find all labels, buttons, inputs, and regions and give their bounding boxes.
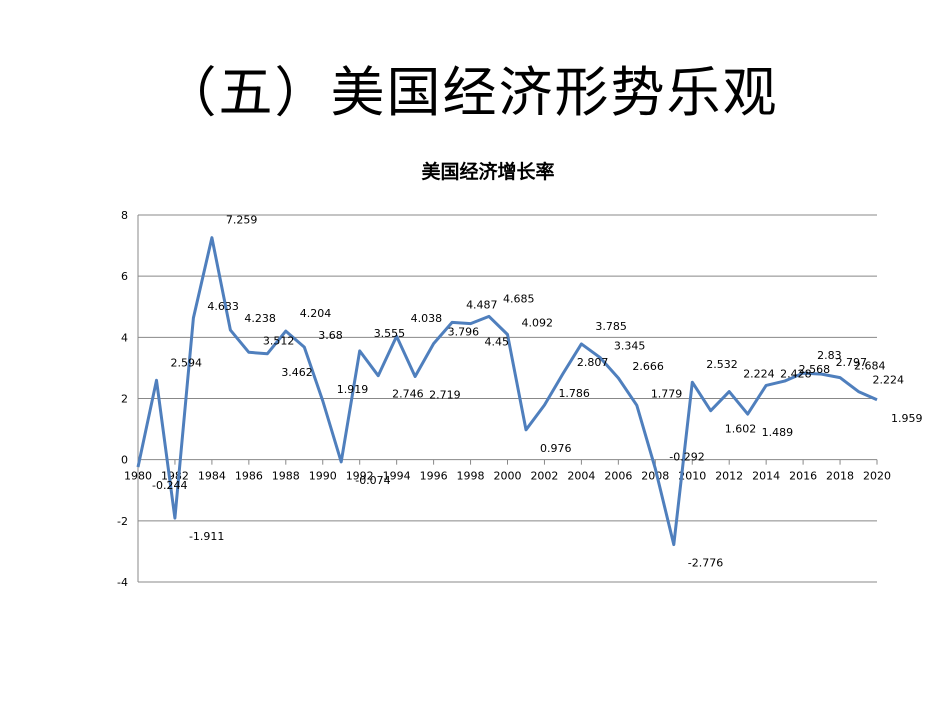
data-label: 1.959 xyxy=(891,412,923,425)
data-label: 4.204 xyxy=(300,307,332,320)
gridlines xyxy=(138,214,877,583)
data-label: 4.038 xyxy=(411,312,443,325)
x-tick-label: 2014 xyxy=(752,470,780,483)
x-tick-label: 1986 xyxy=(235,470,263,483)
data-label: 1.602 xyxy=(725,423,757,436)
data-label: 2.746 xyxy=(392,388,424,401)
data-label: 4.238 xyxy=(244,312,276,325)
slide-title: （五）美国经济形势乐观 xyxy=(162,61,779,124)
data-label: 3.555 xyxy=(374,327,406,340)
data-label: 7.259 xyxy=(226,214,258,227)
y-tick-label: -4 xyxy=(117,576,128,589)
data-label: -0.292 xyxy=(669,451,704,464)
data-label: 2.807 xyxy=(577,356,609,369)
data-label: 4.685 xyxy=(503,292,535,305)
x-tick-label: 2020 xyxy=(863,470,891,483)
data-label: 1.779 xyxy=(651,387,683,400)
y-tick-label: -2 xyxy=(117,515,128,528)
data-label: -2.776 xyxy=(688,557,723,570)
data-label: 2.224 xyxy=(743,368,775,381)
data-label: 2.224 xyxy=(873,374,905,387)
x-tick-label: 2016 xyxy=(789,470,817,483)
data-label: 3.796 xyxy=(448,326,480,339)
data-label: 1.919 xyxy=(337,383,369,396)
data-label: 3.785 xyxy=(595,320,627,333)
data-label: 2.428 xyxy=(780,367,812,380)
data-label: -1.911 xyxy=(189,530,224,543)
x-tick-label: 2000 xyxy=(494,470,522,483)
series-line-0 xyxy=(136,236,878,547)
data-labels: -0.244 2.594 -1.911 4.633 7.259 4.238 3.512 3.4… xyxy=(152,214,923,570)
data-label: 4.092 xyxy=(522,317,554,330)
data-label: 2.684 xyxy=(854,360,886,373)
data-label: 4.633 xyxy=(207,300,239,313)
data-label: 0.976 xyxy=(540,442,572,455)
data-label: 2.719 xyxy=(429,389,461,402)
x-tick-label: 2010 xyxy=(678,470,706,483)
data-label: 1.786 xyxy=(558,387,590,400)
data-label: 2.797 xyxy=(836,356,868,369)
x-tick-label: 2004 xyxy=(567,470,595,483)
x-tick-label: 1998 xyxy=(457,470,485,483)
data-label: 2.594 xyxy=(170,356,202,369)
x-tick-label: 2006 xyxy=(604,470,632,483)
x-tick-label: 1994 xyxy=(383,470,411,483)
x-tick-label: 1980 xyxy=(124,470,152,483)
x-tick-label: 1984 xyxy=(198,470,226,483)
data-label: 2.532 xyxy=(706,358,738,371)
data-label: 1.489 xyxy=(762,426,794,439)
data-label: 2.666 xyxy=(632,360,664,373)
x-tick-label: 1988 xyxy=(272,470,300,483)
x-tick-label: 2012 xyxy=(715,470,743,483)
data-label: 3.512 xyxy=(263,334,295,347)
x-tick-label: 2008 xyxy=(641,470,669,483)
data-label: 2.83 xyxy=(817,349,842,362)
data-label: 2.568 xyxy=(799,363,831,376)
data-label: 3.345 xyxy=(614,339,646,352)
x-tick-label: 1992 xyxy=(346,470,374,483)
x-tick-label: 1990 xyxy=(309,470,337,483)
data-label: -0.074 xyxy=(355,474,390,487)
x-tick-label: 2002 xyxy=(530,470,558,483)
y-tick-label: 4 xyxy=(121,331,128,344)
data-label: -0.244 xyxy=(152,479,187,492)
chart-title: 美国经济增长率 xyxy=(421,161,555,183)
data-label: 3.462 xyxy=(281,366,313,379)
y-tick-label: 8 xyxy=(121,209,128,222)
data-label: 3.68 xyxy=(318,329,343,342)
y-tick-label: 0 xyxy=(121,454,128,467)
y-tick-label: 2 xyxy=(121,393,128,406)
series-line xyxy=(136,236,878,547)
data-label: 4.487 xyxy=(466,298,498,311)
x-tick-label: 2018 xyxy=(826,470,854,483)
data-label: 4.45 xyxy=(485,336,510,349)
y-tick-label: 6 xyxy=(121,270,128,283)
x-tick-label: 1996 xyxy=(420,470,448,483)
